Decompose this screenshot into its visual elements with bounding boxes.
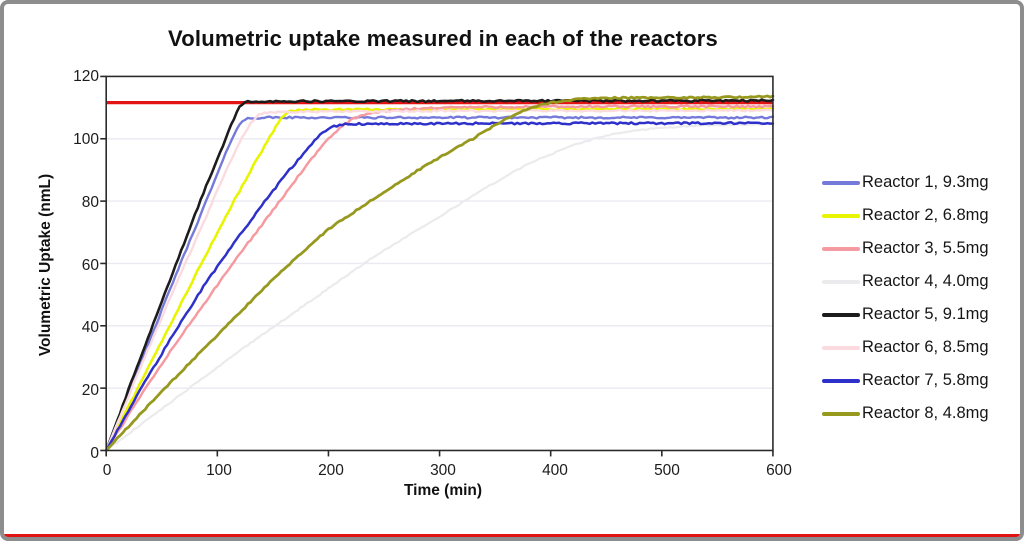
legend-swatch [822, 213, 860, 218]
legend: Reactor 1, 9.3mg Reactor 2, 6.8mg Reactor … [822, 166, 989, 430]
x-tick-label: 200 [318, 462, 344, 479]
plot-area [100, 75, 775, 457]
legend-label: Reactor 1, 9.3mg [862, 173, 989, 191]
series-line-reactor-7 [104, 121, 775, 452]
x-tick-label: 400 [542, 462, 568, 479]
y-tick-label: 0 [90, 445, 99, 462]
x-tick-label: 600 [766, 462, 792, 479]
chart-title: Volumetric uptake measured in each of th… [168, 26, 718, 51]
series-line-reactor-2 [104, 106, 775, 452]
legend-label: Reactor 7, 5.8mg [862, 371, 989, 389]
legend-item-reactor-4: Reactor 4, 4.0mg [822, 265, 989, 298]
y-tick-label: 40 [81, 319, 99, 337]
legend-swatch [822, 378, 860, 383]
x-tick-label: 100 [206, 462, 232, 479]
legend-label: Reactor 8, 4.8mg [862, 404, 989, 422]
x-tick-label: 300 [430, 462, 456, 479]
series-line-reactor-1 [105, 115, 775, 452]
y-tick-label: 120 [73, 68, 99, 85]
legend-label: Reactor 5, 9.1mg [862, 305, 989, 323]
series-line-reactor-3 [104, 104, 775, 452]
x-tick-label: 0 [102, 462, 112, 479]
x-tick-label: 500 [654, 462, 680, 479]
legend-swatch [822, 312, 860, 317]
legend-label: Reactor 3, 5.5mg [862, 239, 989, 257]
legend-item-reactor-7: Reactor 7, 5.8mg [822, 364, 989, 397]
legend-item-reactor-5: Reactor 5, 9.1mg [822, 298, 989, 331]
legend-item-reactor-8: Reactor 8, 4.8mg [822, 397, 989, 430]
legend-swatch [822, 279, 860, 284]
legend-label: Reactor 6, 8.5mg [862, 338, 989, 356]
y-tick-label: 100 [73, 130, 99, 148]
legend-label: Reactor 4, 4.0mg [862, 272, 989, 290]
x-axis-label: Time (min) [403, 482, 483, 499]
legend-item-reactor-2: Reactor 2, 6.8mg [822, 199, 989, 232]
series-line-reactor-4 [105, 122, 775, 452]
legend-item-reactor-6: Reactor 6, 8.5mg [822, 331, 989, 364]
legend-item-reactor-1: Reactor 1, 9.3mg [822, 166, 989, 199]
series-line-reactor-8 [104, 94, 775, 452]
bottom-edge-accent [4, 534, 1020, 537]
legend-item-reactor-3: Reactor 3, 5.5mg [822, 232, 989, 265]
legend-swatch [822, 411, 860, 416]
y-tick-label: 80 [81, 193, 99, 211]
legend-swatch [822, 345, 860, 350]
legend-swatch [822, 246, 860, 251]
legend-label: Reactor 2, 6.8mg [862, 206, 989, 224]
series-line-reactor-5 [104, 98, 775, 452]
legend-swatch [822, 180, 860, 185]
y-tick-label: 20 [81, 382, 99, 400]
y-tick-label: 60 [81, 256, 99, 274]
series-line-reactor-6 [105, 108, 775, 452]
